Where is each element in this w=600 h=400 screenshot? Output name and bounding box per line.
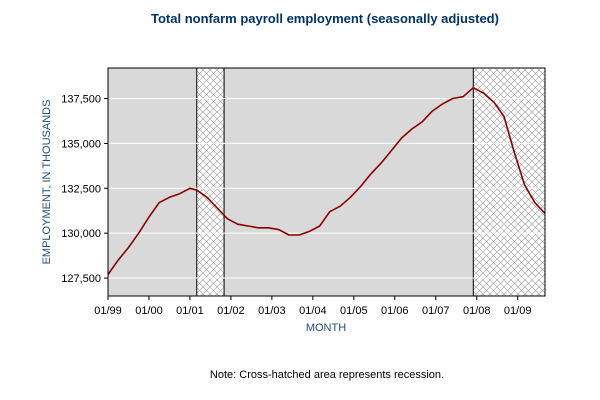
x-tick-label: 01/04 <box>299 305 327 317</box>
x-tick-label: 01/99 <box>94 305 122 317</box>
x-axis-ticks: 01/99 01/00 01/01 01/02 01/03 01/04 01/05 01/06… <box>94 296 531 317</box>
y-axis-ticks: 127,500 130,000 132,500 135,000 137,500 <box>61 94 108 285</box>
y-tick-label: 127,500 <box>61 273 101 285</box>
chart-title: Total nonfarm payroll employment (season… <box>151 11 499 26</box>
x-tick-label: 01/06 <box>381 305 409 317</box>
x-tick-label: 01/07 <box>422 305 450 317</box>
y-tick-label: 130,000 <box>61 228 101 240</box>
recession-band <box>196 68 225 296</box>
recession-bands <box>196 68 545 296</box>
recession-note: Note: Cross-hatched area represents rece… <box>210 369 444 381</box>
x-axis-label: MONTH <box>306 322 346 334</box>
gridlines <box>108 98 545 279</box>
employment-series-line <box>107 86 546 275</box>
plot-frame <box>107 67 546 297</box>
y-tick-label: 132,500 <box>61 183 101 195</box>
x-tick-label: 01/08 <box>463 305 491 317</box>
series-layer <box>107 86 546 275</box>
x-tick-label: 01/09 <box>504 305 532 317</box>
y-tick-label: 137,500 <box>61 94 101 106</box>
x-tick-label: 01/00 <box>135 305 163 317</box>
plot-area <box>108 68 545 296</box>
x-tick-label: 01/01 <box>176 305 204 317</box>
x-tick-label: 01/03 <box>258 305 286 317</box>
x-tick-label: 01/02 <box>217 305 245 317</box>
recession-band <box>473 68 545 296</box>
x-tick-label: 01/05 <box>340 305 368 317</box>
y-axis-label: EMPLOYMENT, IN THOUSANDS <box>41 100 53 265</box>
y-tick-label: 135,000 <box>61 138 101 150</box>
